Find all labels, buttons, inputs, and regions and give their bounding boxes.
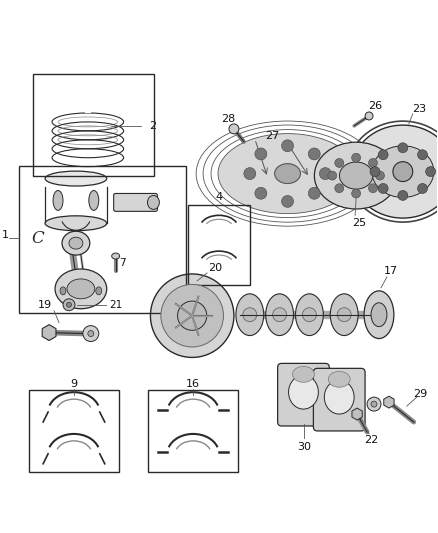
Circle shape xyxy=(393,161,413,182)
Bar xyxy=(29,390,119,472)
Circle shape xyxy=(335,184,344,193)
Circle shape xyxy=(244,168,256,180)
Ellipse shape xyxy=(45,171,107,186)
Ellipse shape xyxy=(293,366,314,382)
Circle shape xyxy=(370,167,380,176)
Ellipse shape xyxy=(357,163,373,184)
Ellipse shape xyxy=(55,269,107,309)
Circle shape xyxy=(308,187,320,199)
Circle shape xyxy=(282,196,293,207)
Ellipse shape xyxy=(112,253,120,259)
Text: 28: 28 xyxy=(221,114,235,124)
Ellipse shape xyxy=(60,287,66,295)
Circle shape xyxy=(378,150,388,160)
Ellipse shape xyxy=(67,279,95,299)
Ellipse shape xyxy=(351,125,438,218)
Circle shape xyxy=(371,401,377,407)
Ellipse shape xyxy=(296,294,323,336)
Circle shape xyxy=(417,183,427,193)
Text: 7: 7 xyxy=(119,258,126,268)
Bar xyxy=(148,390,238,472)
Circle shape xyxy=(282,140,293,152)
Bar xyxy=(188,205,250,285)
Text: C: C xyxy=(32,230,45,247)
Circle shape xyxy=(255,187,267,199)
Ellipse shape xyxy=(161,285,223,347)
FancyBboxPatch shape xyxy=(278,364,329,426)
Circle shape xyxy=(255,148,267,160)
Circle shape xyxy=(367,397,381,411)
Circle shape xyxy=(67,302,71,307)
Ellipse shape xyxy=(314,142,398,209)
Text: 19: 19 xyxy=(38,300,52,310)
Circle shape xyxy=(88,330,94,336)
Circle shape xyxy=(352,189,360,198)
Bar xyxy=(33,74,155,175)
Circle shape xyxy=(308,148,320,160)
Ellipse shape xyxy=(45,216,107,231)
Ellipse shape xyxy=(273,308,286,321)
Ellipse shape xyxy=(177,301,207,330)
Circle shape xyxy=(83,326,99,342)
Ellipse shape xyxy=(69,237,83,249)
Bar xyxy=(19,166,186,313)
Ellipse shape xyxy=(62,231,90,255)
FancyBboxPatch shape xyxy=(114,193,157,212)
Text: 2: 2 xyxy=(149,121,156,131)
Circle shape xyxy=(335,158,344,167)
Text: 20: 20 xyxy=(208,263,222,273)
Circle shape xyxy=(375,171,385,180)
Ellipse shape xyxy=(289,375,318,409)
Circle shape xyxy=(365,112,373,120)
Ellipse shape xyxy=(266,294,293,336)
Ellipse shape xyxy=(150,274,234,358)
Ellipse shape xyxy=(328,372,350,387)
Circle shape xyxy=(352,153,360,162)
Ellipse shape xyxy=(275,164,300,183)
Circle shape xyxy=(368,158,378,167)
Ellipse shape xyxy=(243,308,257,321)
Ellipse shape xyxy=(337,308,351,321)
Circle shape xyxy=(63,299,75,311)
Circle shape xyxy=(398,190,408,200)
Ellipse shape xyxy=(53,190,63,211)
Text: 4: 4 xyxy=(215,192,223,203)
Text: 29: 29 xyxy=(413,389,428,399)
Ellipse shape xyxy=(218,134,357,214)
Text: 26: 26 xyxy=(368,101,382,111)
Ellipse shape xyxy=(330,294,358,336)
Text: 23: 23 xyxy=(412,104,426,114)
Ellipse shape xyxy=(364,291,394,338)
Circle shape xyxy=(328,171,337,180)
Ellipse shape xyxy=(372,146,434,197)
Circle shape xyxy=(417,150,427,160)
Text: 25: 25 xyxy=(352,219,366,228)
Text: 17: 17 xyxy=(384,266,398,276)
Circle shape xyxy=(229,124,239,134)
Circle shape xyxy=(426,167,436,176)
Ellipse shape xyxy=(324,380,354,414)
Ellipse shape xyxy=(96,287,102,295)
Ellipse shape xyxy=(236,294,264,336)
Text: 1: 1 xyxy=(2,230,9,240)
Text: 9: 9 xyxy=(71,379,78,389)
Text: 27: 27 xyxy=(265,131,280,141)
Ellipse shape xyxy=(339,162,373,189)
Ellipse shape xyxy=(371,303,387,327)
FancyBboxPatch shape xyxy=(314,368,365,431)
Circle shape xyxy=(319,168,331,180)
Ellipse shape xyxy=(303,308,316,321)
Ellipse shape xyxy=(89,190,99,211)
Circle shape xyxy=(368,184,378,193)
Ellipse shape xyxy=(148,196,159,209)
Text: 21: 21 xyxy=(109,300,122,310)
Text: 16: 16 xyxy=(186,379,200,389)
Circle shape xyxy=(378,183,388,193)
Circle shape xyxy=(398,143,408,153)
Text: 30: 30 xyxy=(297,442,311,452)
Text: 22: 22 xyxy=(364,435,378,445)
